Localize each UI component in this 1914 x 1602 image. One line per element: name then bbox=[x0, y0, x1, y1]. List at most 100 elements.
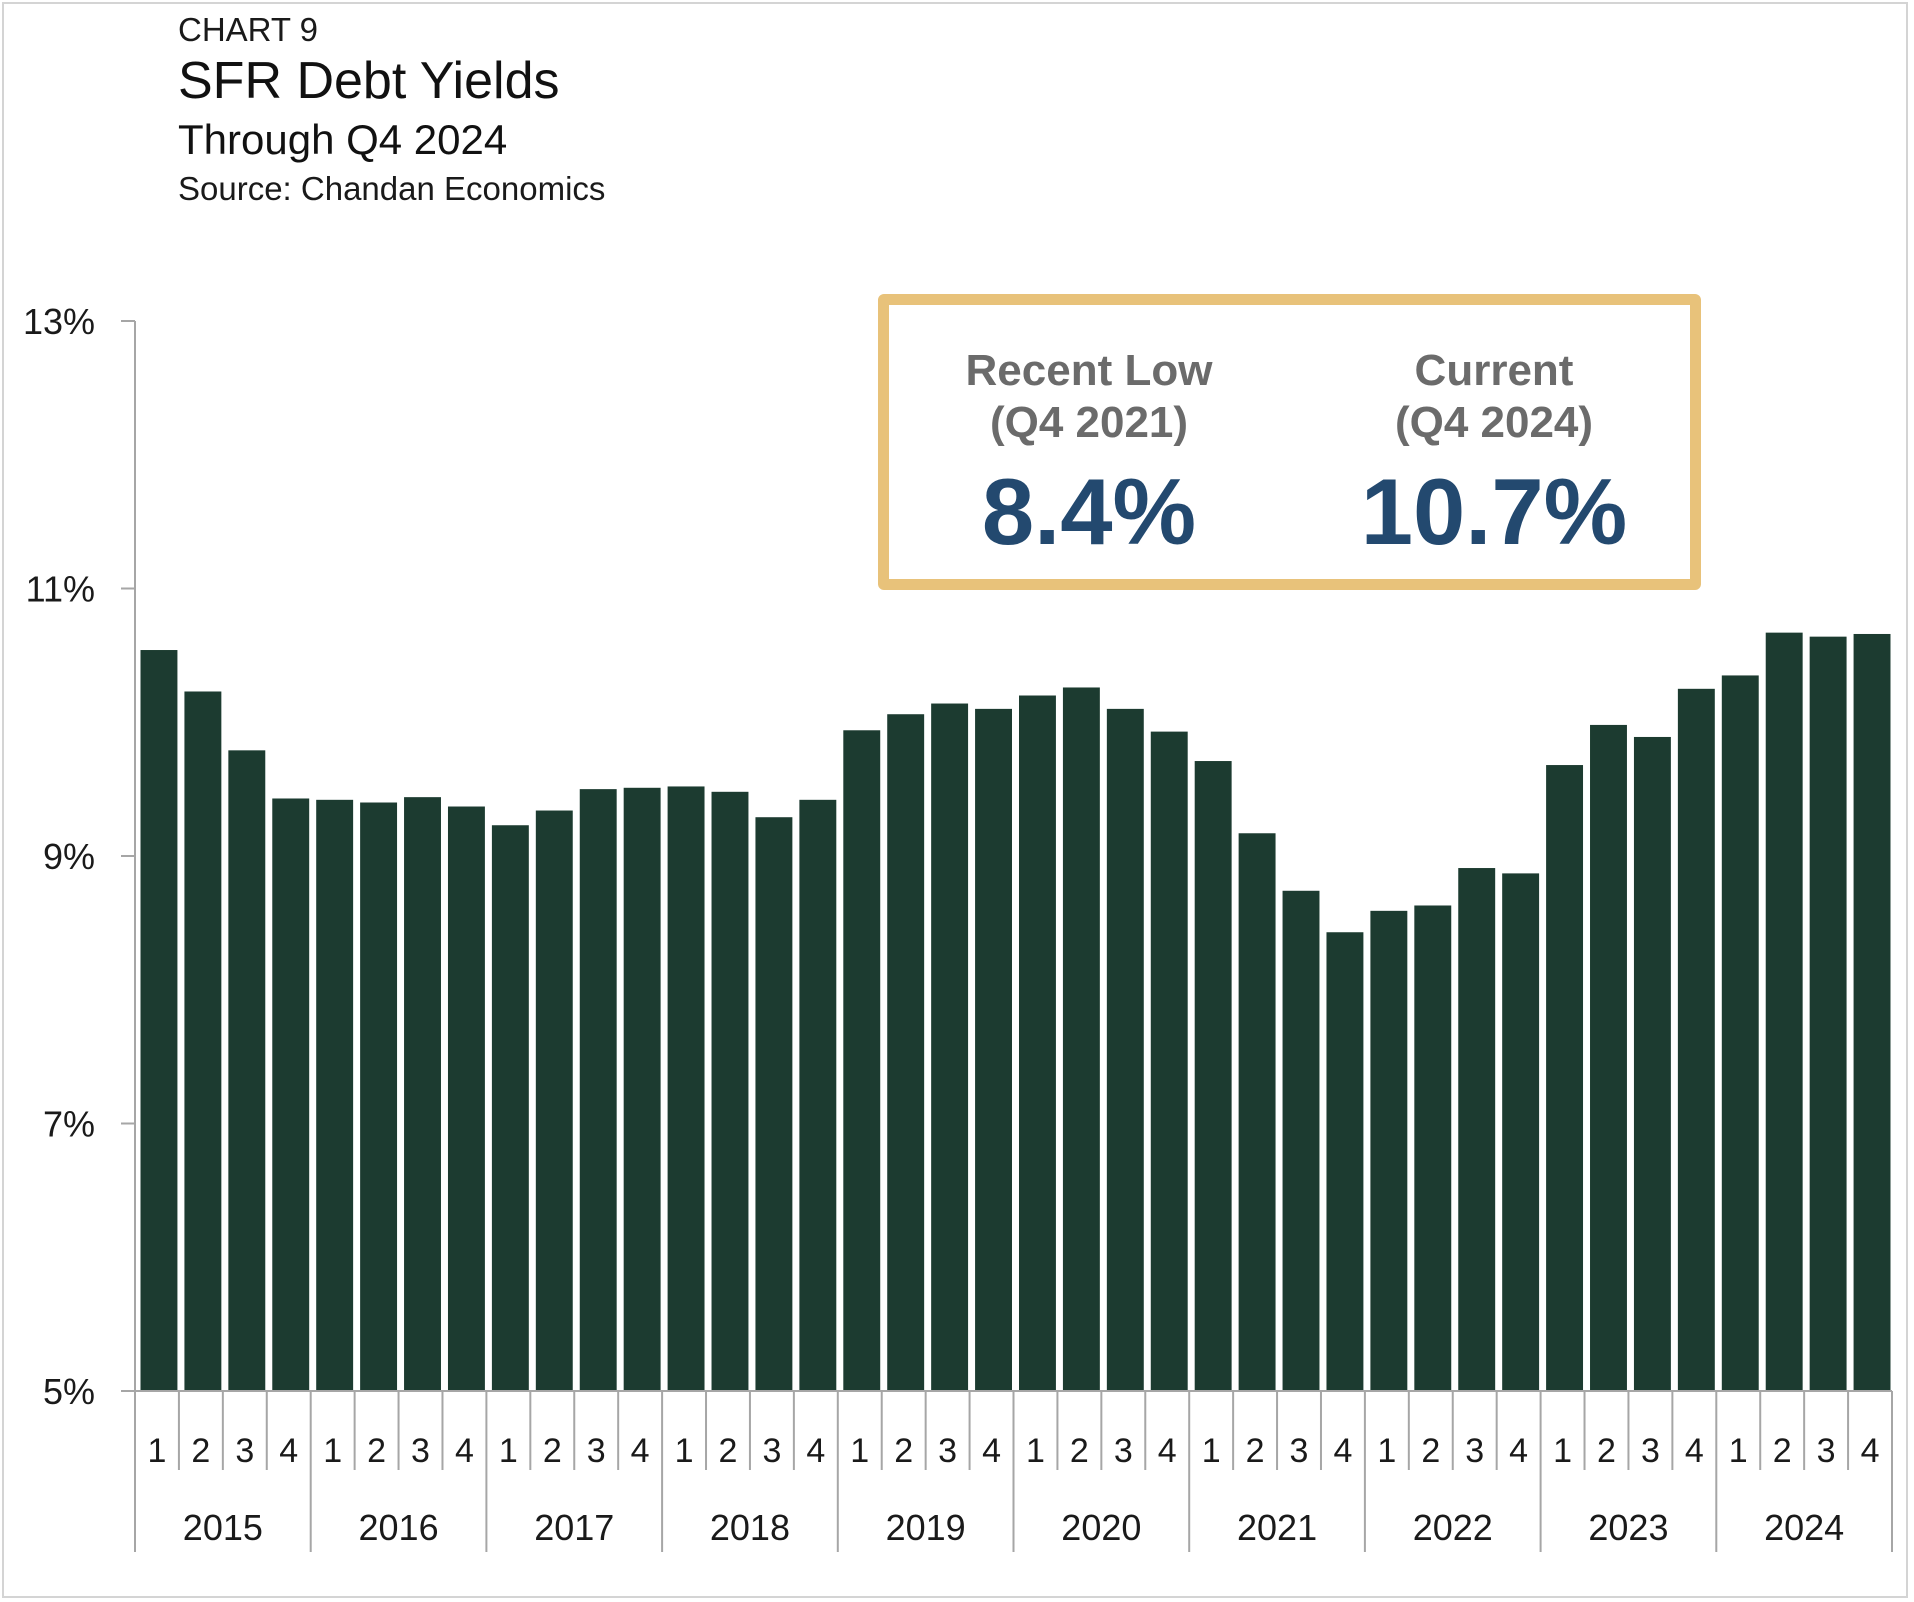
quarter-label: 2 bbox=[1421, 1432, 1440, 1470]
quarter-label: 3 bbox=[1114, 1432, 1133, 1470]
bar bbox=[1721, 675, 1759, 1391]
current-period: (Q4 2024) bbox=[1394, 398, 1594, 447]
bar bbox=[1194, 761, 1232, 1391]
quarter-label: 1 bbox=[323, 1432, 342, 1470]
bar bbox=[1633, 736, 1671, 1391]
bar bbox=[1809, 636, 1847, 1391]
year-label: 2022 bbox=[1413, 1507, 1493, 1548]
bar bbox=[1590, 724, 1627, 1391]
quarter-label: 3 bbox=[587, 1432, 606, 1470]
bar bbox=[1502, 873, 1540, 1391]
bar bbox=[667, 786, 705, 1391]
bar bbox=[447, 806, 485, 1391]
current-panel: Current (Q4 2024) 10.7% bbox=[1294, 345, 1694, 567]
bar bbox=[1370, 910, 1408, 1391]
chart-subtitle: Through Q4 2024 bbox=[178, 116, 508, 163]
bar bbox=[491, 825, 529, 1391]
bar bbox=[1853, 633, 1891, 1391]
chart-number: CHART 9 bbox=[178, 11, 318, 48]
quarter-label: 2 bbox=[191, 1432, 210, 1470]
quarter-label: 4 bbox=[455, 1432, 474, 1470]
quarter-label: 1 bbox=[1377, 1432, 1396, 1470]
bar bbox=[843, 730, 881, 1391]
y-tick-label: 13% bbox=[23, 301, 95, 342]
bar bbox=[360, 802, 398, 1391]
bar bbox=[1326, 932, 1364, 1391]
bar bbox=[1458, 868, 1496, 1391]
bar bbox=[711, 791, 749, 1391]
bar bbox=[228, 750, 266, 1391]
year-label: 2020 bbox=[1061, 1507, 1141, 1548]
quarter-label: 4 bbox=[1685, 1432, 1704, 1470]
quarter-label: 3 bbox=[938, 1432, 957, 1470]
quarter-label: 3 bbox=[762, 1432, 781, 1470]
quarter-label: 4 bbox=[631, 1432, 650, 1470]
bar bbox=[755, 817, 793, 1391]
quarter-label: 4 bbox=[1509, 1432, 1528, 1470]
bar bbox=[1238, 833, 1276, 1391]
bar bbox=[1414, 905, 1452, 1391]
quarter-label: 4 bbox=[806, 1432, 825, 1470]
bar bbox=[975, 708, 1012, 1391]
quarter-label: 2 bbox=[1773, 1432, 1792, 1470]
quarter-label: 3 bbox=[235, 1432, 254, 1470]
recent-low-period: (Q4 2021) bbox=[989, 398, 1189, 447]
recent-low-value: 8.4% bbox=[981, 459, 1197, 564]
quarter-label: 2 bbox=[1597, 1432, 1616, 1470]
quarter-label: 2 bbox=[543, 1432, 562, 1470]
recent-low-label: Recent Low bbox=[965, 346, 1213, 395]
chart-header: CHART 9 SFR Debt Yields Through Q4 2024 … bbox=[178, 10, 605, 210]
y-tick-label: 5% bbox=[43, 1371, 95, 1412]
quarter-label: 2 bbox=[367, 1432, 386, 1470]
bar bbox=[535, 810, 573, 1391]
bar bbox=[1150, 731, 1188, 1391]
quarter-label: 1 bbox=[1729, 1432, 1748, 1470]
quarter-label: 2 bbox=[719, 1432, 738, 1470]
bar bbox=[184, 691, 222, 1391]
quarter-label: 4 bbox=[279, 1432, 298, 1470]
chart-source: Source: Chandan Economics bbox=[178, 170, 606, 207]
year-label: 2017 bbox=[534, 1507, 614, 1548]
bar bbox=[1019, 695, 1056, 1391]
quarter-label: 1 bbox=[148, 1432, 167, 1470]
quarter-label: 2 bbox=[1246, 1432, 1265, 1470]
year-label: 2018 bbox=[710, 1507, 790, 1548]
bar bbox=[1106, 708, 1144, 1391]
quarter-label: 1 bbox=[499, 1432, 518, 1470]
quarter-label: 3 bbox=[1290, 1432, 1309, 1470]
bar bbox=[316, 799, 354, 1391]
y-tick-label: 7% bbox=[43, 1104, 95, 1145]
year-label: 2015 bbox=[183, 1507, 263, 1548]
y-axis-ticks: 5% 7% 9% 11% 13% bbox=[23, 301, 135, 1412]
current-value: 10.7% bbox=[1360, 459, 1628, 564]
bar bbox=[623, 787, 661, 1391]
bar bbox=[1062, 687, 1100, 1391]
quarter-label: 1 bbox=[1202, 1432, 1221, 1470]
quarter-label: 3 bbox=[1817, 1432, 1836, 1470]
y-tick-label: 11% bbox=[26, 569, 95, 610]
quarter-label: 1 bbox=[1553, 1432, 1572, 1470]
bar bbox=[404, 797, 441, 1391]
quarter-label: 4 bbox=[1861, 1432, 1880, 1470]
quarter-label: 2 bbox=[1070, 1432, 1089, 1470]
year-label: 2019 bbox=[886, 1507, 966, 1548]
bar bbox=[140, 650, 178, 1391]
year-label: 2023 bbox=[1588, 1507, 1668, 1548]
quarter-label: 2 bbox=[894, 1432, 913, 1470]
y-tick-label: 9% bbox=[43, 836, 95, 877]
year-label: 2021 bbox=[1237, 1507, 1317, 1548]
quarter-label: 4 bbox=[1333, 1432, 1352, 1470]
bar bbox=[1677, 688, 1715, 1391]
highlight-callout: Recent Low (Q4 2021) 8.4% Current (Q4 20… bbox=[878, 294, 1701, 590]
bar bbox=[799, 799, 837, 1391]
quarter-label: 1 bbox=[1026, 1432, 1045, 1470]
chart-title: SFR Debt Yields bbox=[178, 52, 560, 110]
quarter-label: 1 bbox=[850, 1432, 869, 1470]
year-label: 2024 bbox=[1764, 1507, 1844, 1548]
recent-low-panel: Recent Low (Q4 2021) 8.4% bbox=[889, 345, 1289, 567]
bar bbox=[887, 714, 925, 1391]
bar bbox=[1282, 890, 1320, 1391]
quarter-label: 3 bbox=[1465, 1432, 1484, 1470]
